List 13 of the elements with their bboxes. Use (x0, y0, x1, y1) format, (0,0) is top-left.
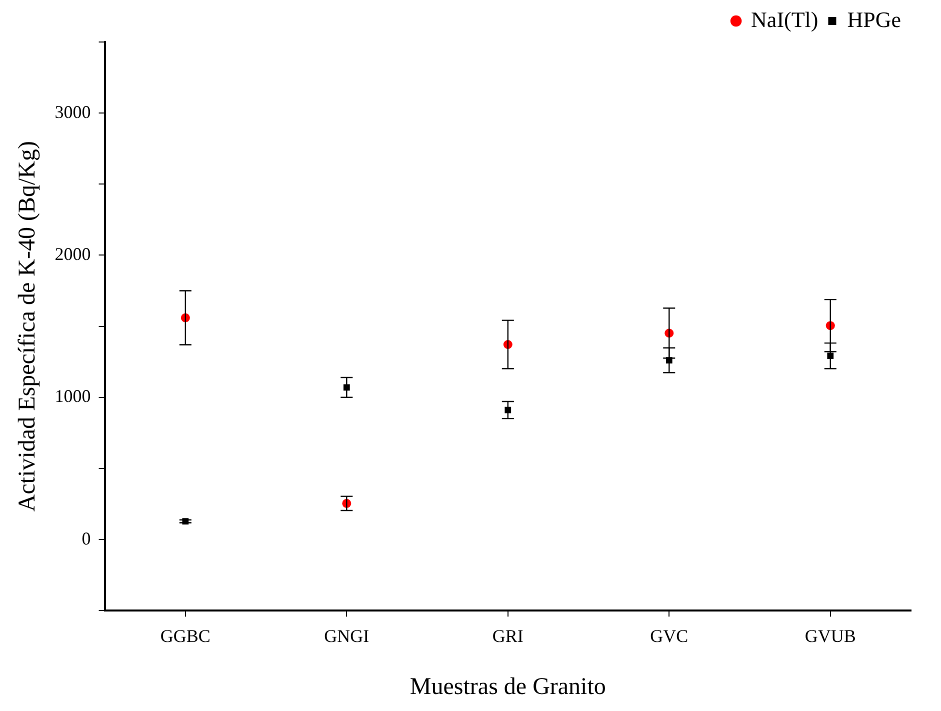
x-tick-label: GVC (650, 626, 688, 646)
y-tick-label: 1000 (54, 386, 91, 406)
y-tick-label: 0 (82, 528, 91, 548)
y-tick-label: 2000 (54, 244, 91, 264)
x-tick-label: GRI (492, 626, 524, 646)
x-axis-title: Muestras de Granito (410, 674, 606, 700)
y-axis-title: Actividad Específica de K-40 (Bq/Kg) (14, 141, 41, 512)
legend-label: HPGe (847, 6, 902, 32)
x-tick-label: GNGI (324, 626, 370, 646)
legend-label: NaI(Tl) (751, 6, 818, 32)
x-tick-label: GVUB (804, 626, 856, 646)
y-tick-label: 3000 (54, 102, 91, 122)
x-tick-label: GGBC (160, 626, 210, 646)
